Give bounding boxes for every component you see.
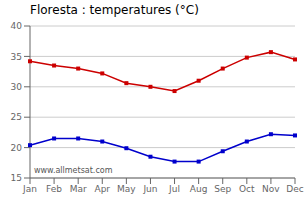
svg-text:Sep: Sep — [214, 184, 231, 194]
svg-text:25: 25 — [11, 112, 22, 122]
svg-text:15: 15 — [11, 173, 22, 183]
svg-text:Oct: Oct — [239, 184, 255, 194]
svg-text:Mar: Mar — [70, 184, 87, 194]
html-text:Floresta : temperatures (°C): Floresta : temperatures (°C) — [30, 3, 199, 17]
svg-text:Dec: Dec — [286, 184, 297, 194]
svg-text:Jan: Jan — [22, 184, 37, 194]
svg-text:Apr: Apr — [94, 184, 110, 194]
svg-text:35: 35 — [11, 52, 22, 62]
svg-text:20: 20 — [11, 143, 23, 153]
svg-text:Aug: Aug — [190, 184, 208, 194]
svg-text:Nov: Nov — [262, 184, 280, 194]
html-text:www.allmetsat.com: www.allmetsat.com — [34, 166, 113, 175]
svg-text:40: 40 — [11, 21, 23, 31]
svg-text:30: 30 — [11, 82, 23, 92]
svg-text:Jun: Jun — [142, 184, 157, 194]
svg-text:May: May — [117, 184, 136, 194]
svg-text:Jul: Jul — [168, 184, 180, 194]
svg-text:Feb: Feb — [46, 184, 62, 194]
